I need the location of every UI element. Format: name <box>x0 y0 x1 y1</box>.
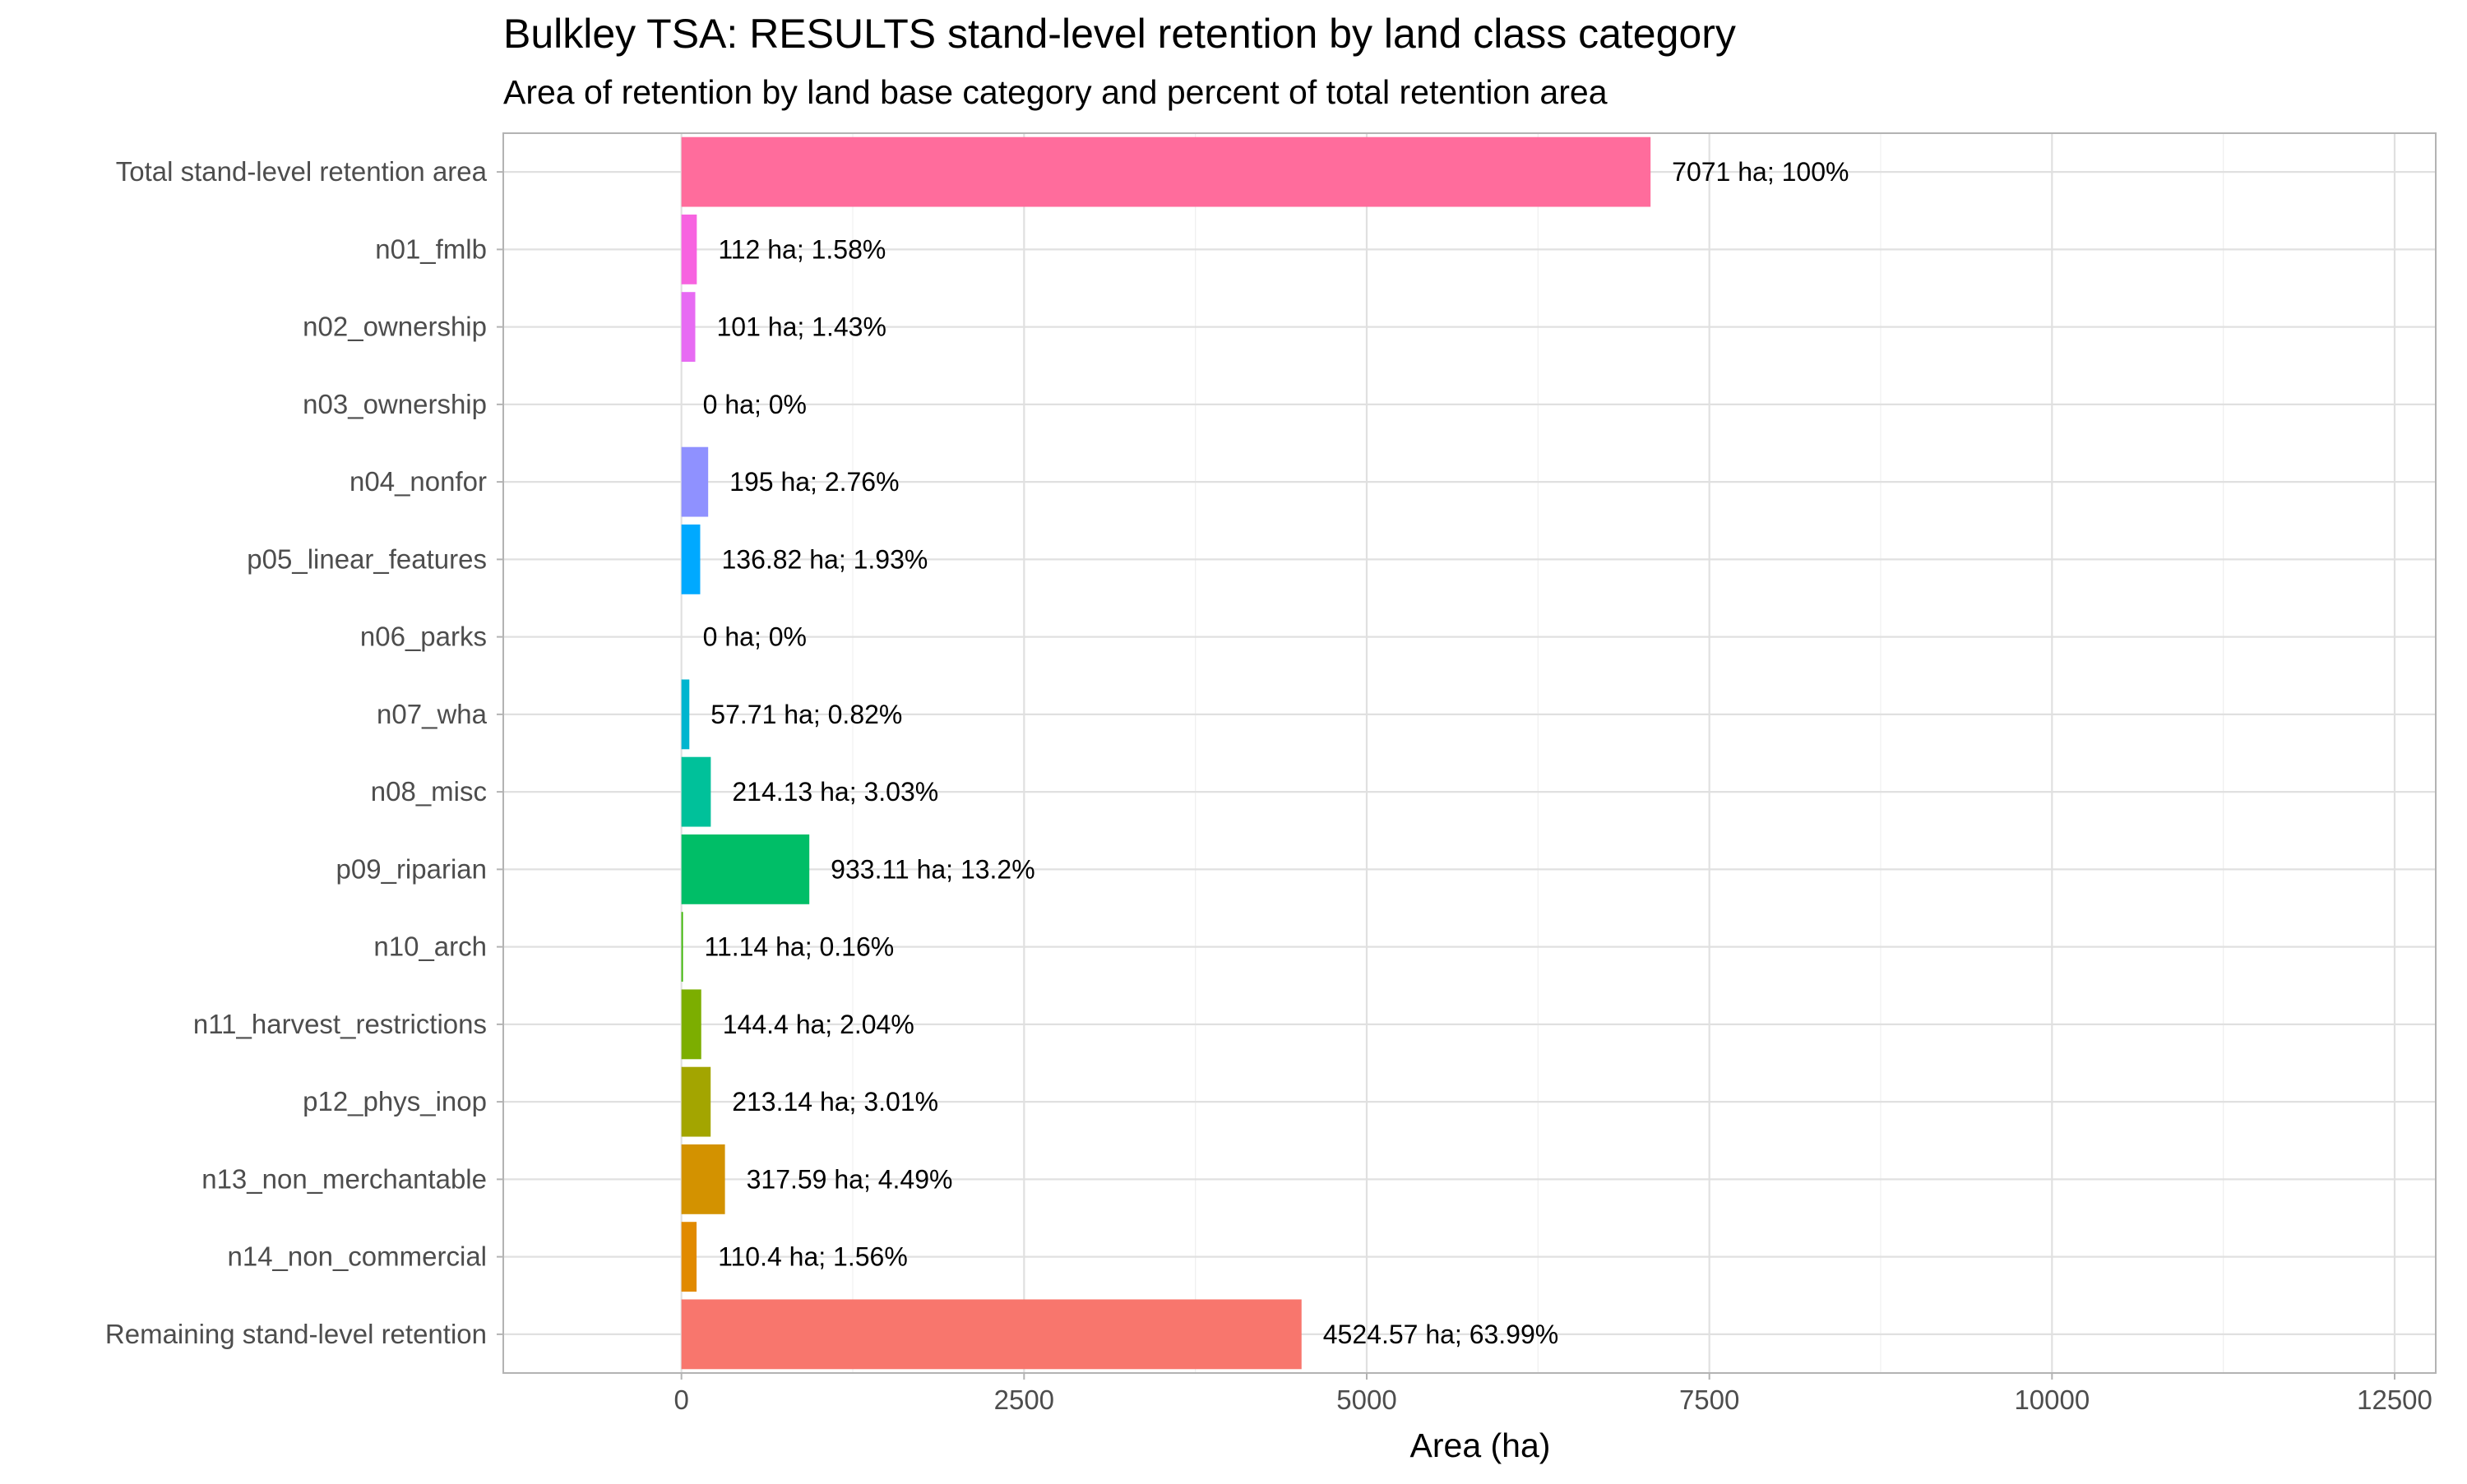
data-label-n02-ownership: 101 ha; 1.43% <box>717 312 886 342</box>
x-tick-label: 5000 <box>1336 1385 1396 1415</box>
y-tick-label-n04-nonfor: n04_nonfor <box>349 466 487 497</box>
data-label-total-stand-level-retention-area: 7071 ha; 100% <box>1672 157 1849 187</box>
data-label-n10-arch: 11.14 ha; 0.16% <box>705 932 895 962</box>
y-tick-label-n03-ownership: n03_ownership <box>303 389 487 419</box>
y-tick-label-n14-non-commercial: n14_non_commercial <box>227 1241 487 1272</box>
y-tick-label-n10-arch: n10_arch <box>373 932 487 962</box>
bar-n07-wha <box>681 679 690 750</box>
data-labels: 7071 ha; 100% 112 ha; 1.58% 101 ha; 1.43% 0… <box>703 157 1849 1349</box>
data-label-n08-misc: 214.13 ha; 3.03% <box>732 777 938 807</box>
bar-n14-non-commercial <box>681 1222 697 1292</box>
y-tick-label-n02-ownership: n02_ownership <box>303 312 487 342</box>
data-label-n14-non-commercial: 110.4 ha; 1.56% <box>718 1242 908 1272</box>
x-tick-label: 0 <box>673 1385 688 1415</box>
data-label-n11-harvest-restrictions: 144.4 ha; 2.04% <box>723 1010 914 1039</box>
chart-title: Bulkley TSA: RESULTS stand-level retenti… <box>503 11 1736 57</box>
bar-n04-nonfor <box>681 446 709 517</box>
bar-n02-ownership <box>681 292 696 363</box>
data-label-n04-nonfor: 195 ha; 2.76% <box>729 467 899 497</box>
bar-n01-fmlb <box>681 214 697 284</box>
bars <box>681 136 1651 1370</box>
y-tick-label-p12-phys-inop: p12_phys_inop <box>303 1086 487 1116</box>
data-label-n06-parks: 0 ha; 0% <box>703 622 807 652</box>
bar-p09-riparian <box>681 834 810 904</box>
y-tick-label-n06-parks: n06_parks <box>360 622 487 652</box>
x-tick-label: 2500 <box>994 1385 1054 1415</box>
y-tick-label-n08-misc: n08_misc <box>371 776 487 807</box>
y-tick-label-p09-riparian: p09_riparian <box>336 853 487 884</box>
y-tick-label-p05-linear-features: p05_linear_features <box>247 543 487 574</box>
bar-n08-misc <box>681 756 711 827</box>
y-tick-label-n01-fmlb: n01_fmlb <box>375 233 487 264</box>
data-label-p05-linear-features: 136.82 ha; 1.93% <box>721 544 928 574</box>
bar-remaining-stand-level-retention <box>681 1299 1302 1370</box>
bar-p12-phys-inop <box>681 1066 711 1137</box>
y-tick-label-remaining-stand-level-retention: Remaining stand-level retention <box>105 1319 487 1349</box>
data-label-remaining-stand-level-retention: 4524.57 ha; 63.99% <box>1323 1320 1558 1349</box>
bar-total-stand-level-retention-area <box>681 136 1651 207</box>
y-tick-label-n13-non-merchantable: n13_non_merchantable <box>201 1163 487 1194</box>
chart-subtitle: Area of retention by land base category … <box>503 73 1608 111</box>
data-label-n07-wha: 57.71 ha; 0.82% <box>710 700 902 729</box>
y-tick-label-n07-wha: n07_wha <box>377 699 488 729</box>
x-tick-label: 7500 <box>1679 1385 1739 1415</box>
data-label-p09-riparian: 933.11 ha; 13.2% <box>831 854 1035 884</box>
bar-n13-non-merchantable <box>681 1144 725 1214</box>
x-axis-ticks: 0 2500 5000 7500 10000 12500 <box>673 1373 2432 1415</box>
x-tick-label: 12500 <box>2357 1385 2432 1415</box>
data-label-n01-fmlb: 112 ha; 1.58% <box>718 234 886 264</box>
y-axis-categories: Total stand-level retention area n01_fmlb… <box>105 156 503 1349</box>
bar-n10-arch <box>681 912 683 982</box>
bar-n11-harvest-restrictions <box>681 989 701 1060</box>
data-label-n13-non-merchantable: 317.59 ha; 4.49% <box>747 1164 953 1194</box>
data-label-p12-phys-inop: 213.14 ha; 3.01% <box>732 1087 938 1116</box>
x-tick-label: 10000 <box>2014 1385 2090 1415</box>
x-axis-title: Area (ha) <box>1410 1426 1551 1464</box>
y-tick-label-total-stand-level-retention-area: Total stand-level retention area <box>116 156 488 187</box>
y-tick-label-n11-harvest-restrictions: n11_harvest_restrictions <box>193 1009 487 1039</box>
data-label-n03-ownership: 0 ha; 0% <box>703 390 807 419</box>
bar-p05-linear-features <box>681 524 701 594</box>
panel-border <box>502 132 2437 1374</box>
